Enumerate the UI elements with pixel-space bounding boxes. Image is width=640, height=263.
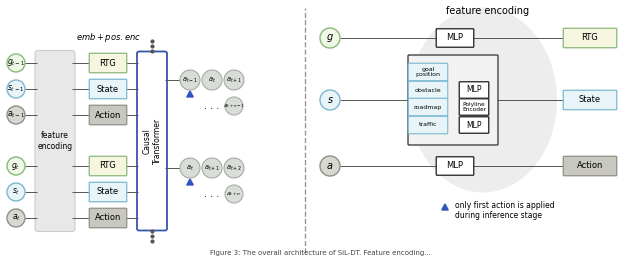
Text: $a_{t+2}$: $a_{t+2}$ (226, 163, 242, 173)
Polygon shape (442, 204, 448, 210)
FancyBboxPatch shape (89, 156, 127, 176)
FancyBboxPatch shape (408, 81, 448, 99)
FancyBboxPatch shape (408, 98, 448, 116)
Circle shape (7, 209, 25, 227)
Text: RTG: RTG (100, 161, 116, 170)
Text: RTG: RTG (582, 33, 598, 43)
FancyBboxPatch shape (89, 182, 127, 202)
Text: State: State (97, 188, 119, 196)
Text: $g_{t-1}$: $g_{t-1}$ (7, 58, 25, 68)
FancyBboxPatch shape (89, 53, 127, 73)
Text: $a_t$: $a_t$ (12, 213, 20, 223)
Text: MLP: MLP (447, 161, 463, 170)
Text: . . .: . . . (204, 101, 220, 111)
FancyBboxPatch shape (460, 99, 489, 115)
Text: $a_{t+1}$: $a_{t+1}$ (204, 163, 220, 173)
Text: $s_t$: $s_t$ (12, 187, 20, 197)
FancyBboxPatch shape (436, 29, 474, 47)
FancyBboxPatch shape (408, 55, 498, 145)
Text: $a$: $a$ (326, 161, 333, 171)
FancyBboxPatch shape (563, 28, 617, 48)
Text: State: State (97, 84, 119, 94)
Text: Polyline
Encoder: Polyline Encoder (462, 102, 486, 112)
Text: $s$: $s$ (326, 95, 333, 105)
FancyBboxPatch shape (89, 105, 127, 125)
FancyBboxPatch shape (460, 117, 489, 133)
Ellipse shape (409, 8, 557, 193)
Text: MLP: MLP (467, 120, 482, 129)
Circle shape (180, 70, 200, 90)
Text: during inference stage: during inference stage (455, 211, 542, 220)
Circle shape (224, 158, 244, 178)
Circle shape (224, 70, 244, 90)
Text: $a_t$: $a_t$ (208, 75, 216, 85)
Text: obstacle: obstacle (415, 88, 442, 93)
Circle shape (202, 158, 222, 178)
Text: State: State (579, 95, 601, 104)
Circle shape (7, 157, 25, 175)
Text: RTG: RTG (100, 58, 116, 68)
Text: Action: Action (95, 214, 121, 222)
Text: . . .: . . . (204, 189, 220, 199)
FancyBboxPatch shape (89, 79, 127, 99)
Circle shape (7, 183, 25, 201)
Circle shape (225, 185, 243, 203)
Text: traffic: traffic (419, 123, 437, 128)
Circle shape (7, 54, 25, 72)
Text: $a_{t+n-1}$: $a_{t+n-1}$ (223, 102, 245, 110)
Text: $s_{t-1}$: $s_{t-1}$ (7, 84, 25, 94)
Text: only first action is applied: only first action is applied (455, 201, 555, 210)
Circle shape (7, 80, 25, 98)
Text: Action: Action (577, 161, 603, 170)
Text: Causal
Transformer: Causal Transformer (142, 118, 162, 164)
Text: feature encoding: feature encoding (447, 6, 529, 16)
Text: $emb + pos.enc$: $emb + pos.enc$ (76, 32, 140, 44)
Circle shape (202, 70, 222, 90)
FancyBboxPatch shape (460, 82, 489, 98)
Circle shape (7, 106, 25, 124)
Text: $g_t$: $g_t$ (12, 160, 20, 171)
FancyBboxPatch shape (563, 90, 617, 110)
FancyBboxPatch shape (408, 63, 448, 81)
Text: MLP: MLP (447, 33, 463, 43)
FancyBboxPatch shape (436, 157, 474, 175)
Polygon shape (187, 179, 193, 185)
FancyBboxPatch shape (563, 156, 617, 176)
FancyBboxPatch shape (35, 50, 75, 231)
Text: Figure 3: The overall architecture of SiL-DT. Feature encoding...: Figure 3: The overall architecture of Si… (209, 250, 431, 256)
Text: $a_{t+1}$: $a_{t+1}$ (226, 75, 242, 85)
Text: $g$: $g$ (326, 32, 334, 44)
FancyBboxPatch shape (89, 208, 127, 228)
Circle shape (180, 158, 200, 178)
FancyBboxPatch shape (408, 116, 448, 134)
Circle shape (225, 97, 243, 115)
Text: goal
position: goal position (415, 67, 440, 77)
Polygon shape (187, 91, 193, 97)
Text: MLP: MLP (467, 85, 482, 94)
Circle shape (320, 90, 340, 110)
Text: Action: Action (95, 110, 121, 119)
Text: feature
encoding: feature encoding (37, 131, 72, 151)
Circle shape (320, 156, 340, 176)
Text: $a_{t-1}$: $a_{t-1}$ (182, 75, 198, 85)
FancyBboxPatch shape (137, 52, 167, 230)
Text: roadmap: roadmap (414, 104, 442, 109)
Text: $a_{t-1}$: $a_{t-1}$ (7, 110, 25, 120)
Circle shape (320, 28, 340, 48)
Text: $a_{t+n}$: $a_{t+n}$ (227, 190, 242, 198)
Text: $a_t$: $a_t$ (186, 163, 194, 173)
